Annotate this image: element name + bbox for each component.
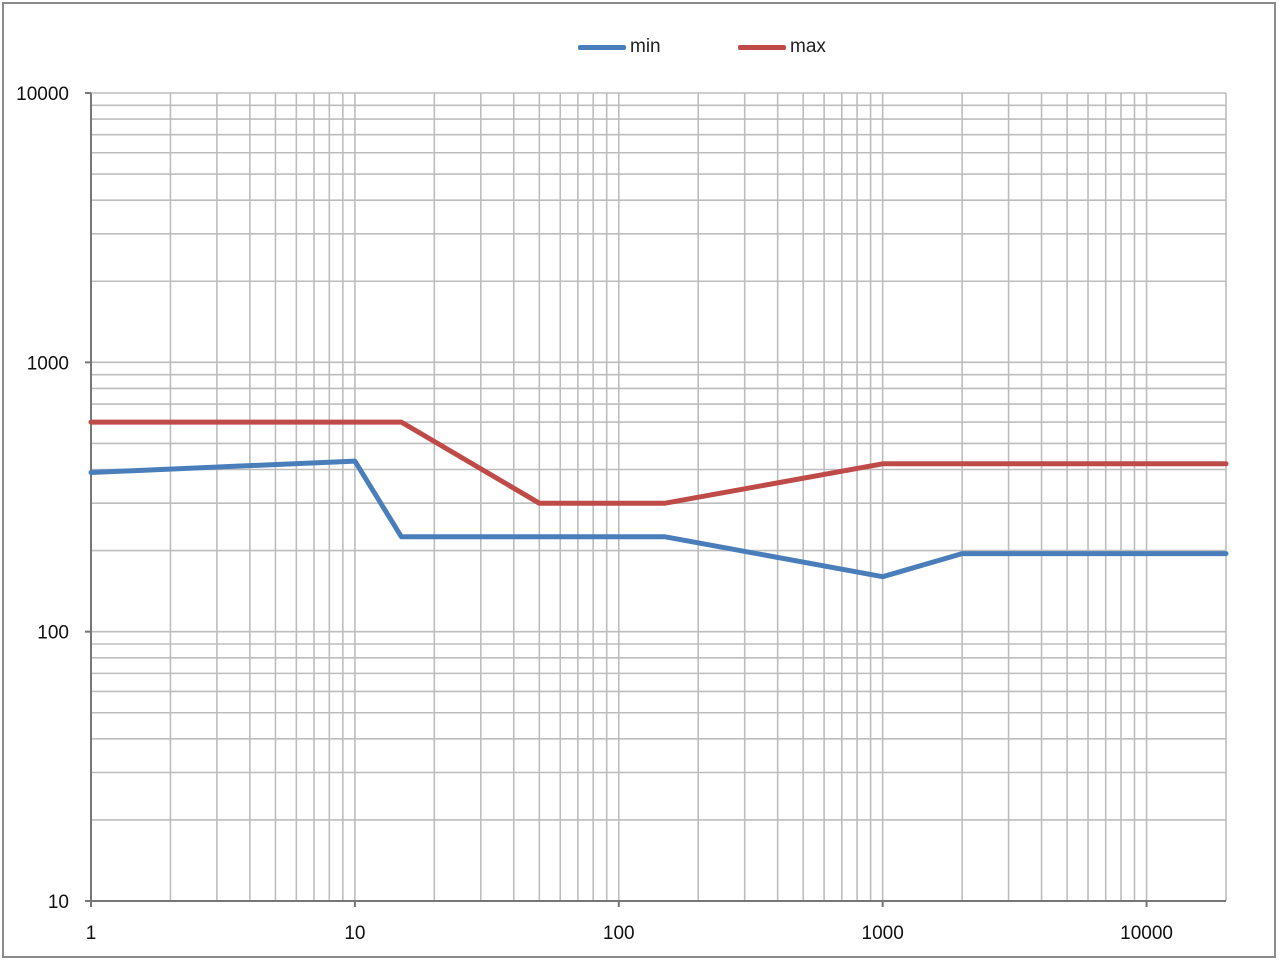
chart-legend: min max [0,34,1280,60]
data-series [88,419,1229,580]
legend-label-min: min [630,36,661,57]
tick-labels: 1 10 100 1000 10000 10 100 1000 10000 [16,84,1173,944]
x-tick-label: 10000 [1120,923,1173,944]
y-tick-label: 10 [48,892,69,913]
y-tick-label: 10000 [16,84,69,105]
legend-item-min: min [578,34,661,60]
y-tick-label: 1000 [27,353,69,374]
legend-item-max: max [738,34,826,60]
x-tick-label: 100 [603,923,635,944]
y-tick-label: 100 [37,623,69,644]
x-tick-label: 1 [86,923,97,944]
grid-lines [91,92,1227,901]
legend-swatch-max [738,44,786,50]
series-line-max [88,419,1229,506]
x-tick-label: 1000 [862,923,904,944]
x-tick-label: 10 [344,923,365,944]
axes [85,92,1226,907]
series-line-min [88,458,1229,580]
legend-label-max: max [790,36,826,57]
legend-swatch-min [578,44,626,50]
